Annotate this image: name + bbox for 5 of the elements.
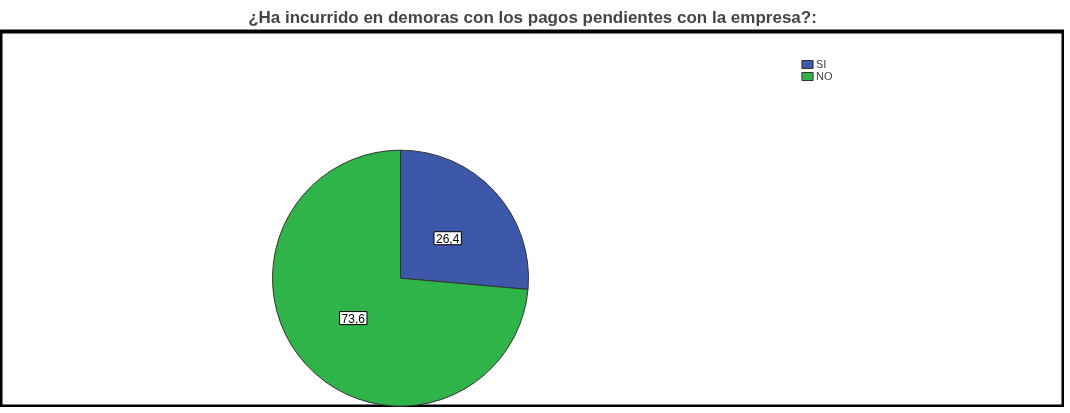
legend-label: SI [816,58,828,70]
data-label: 73,6 [341,311,366,326]
chart-title: ¿Ha incurrido en demoras con los pagos pendientes con la empresa?: [248,7,817,27]
legend-label: NO [816,70,834,82]
data-label: 26,4 [436,231,460,246]
